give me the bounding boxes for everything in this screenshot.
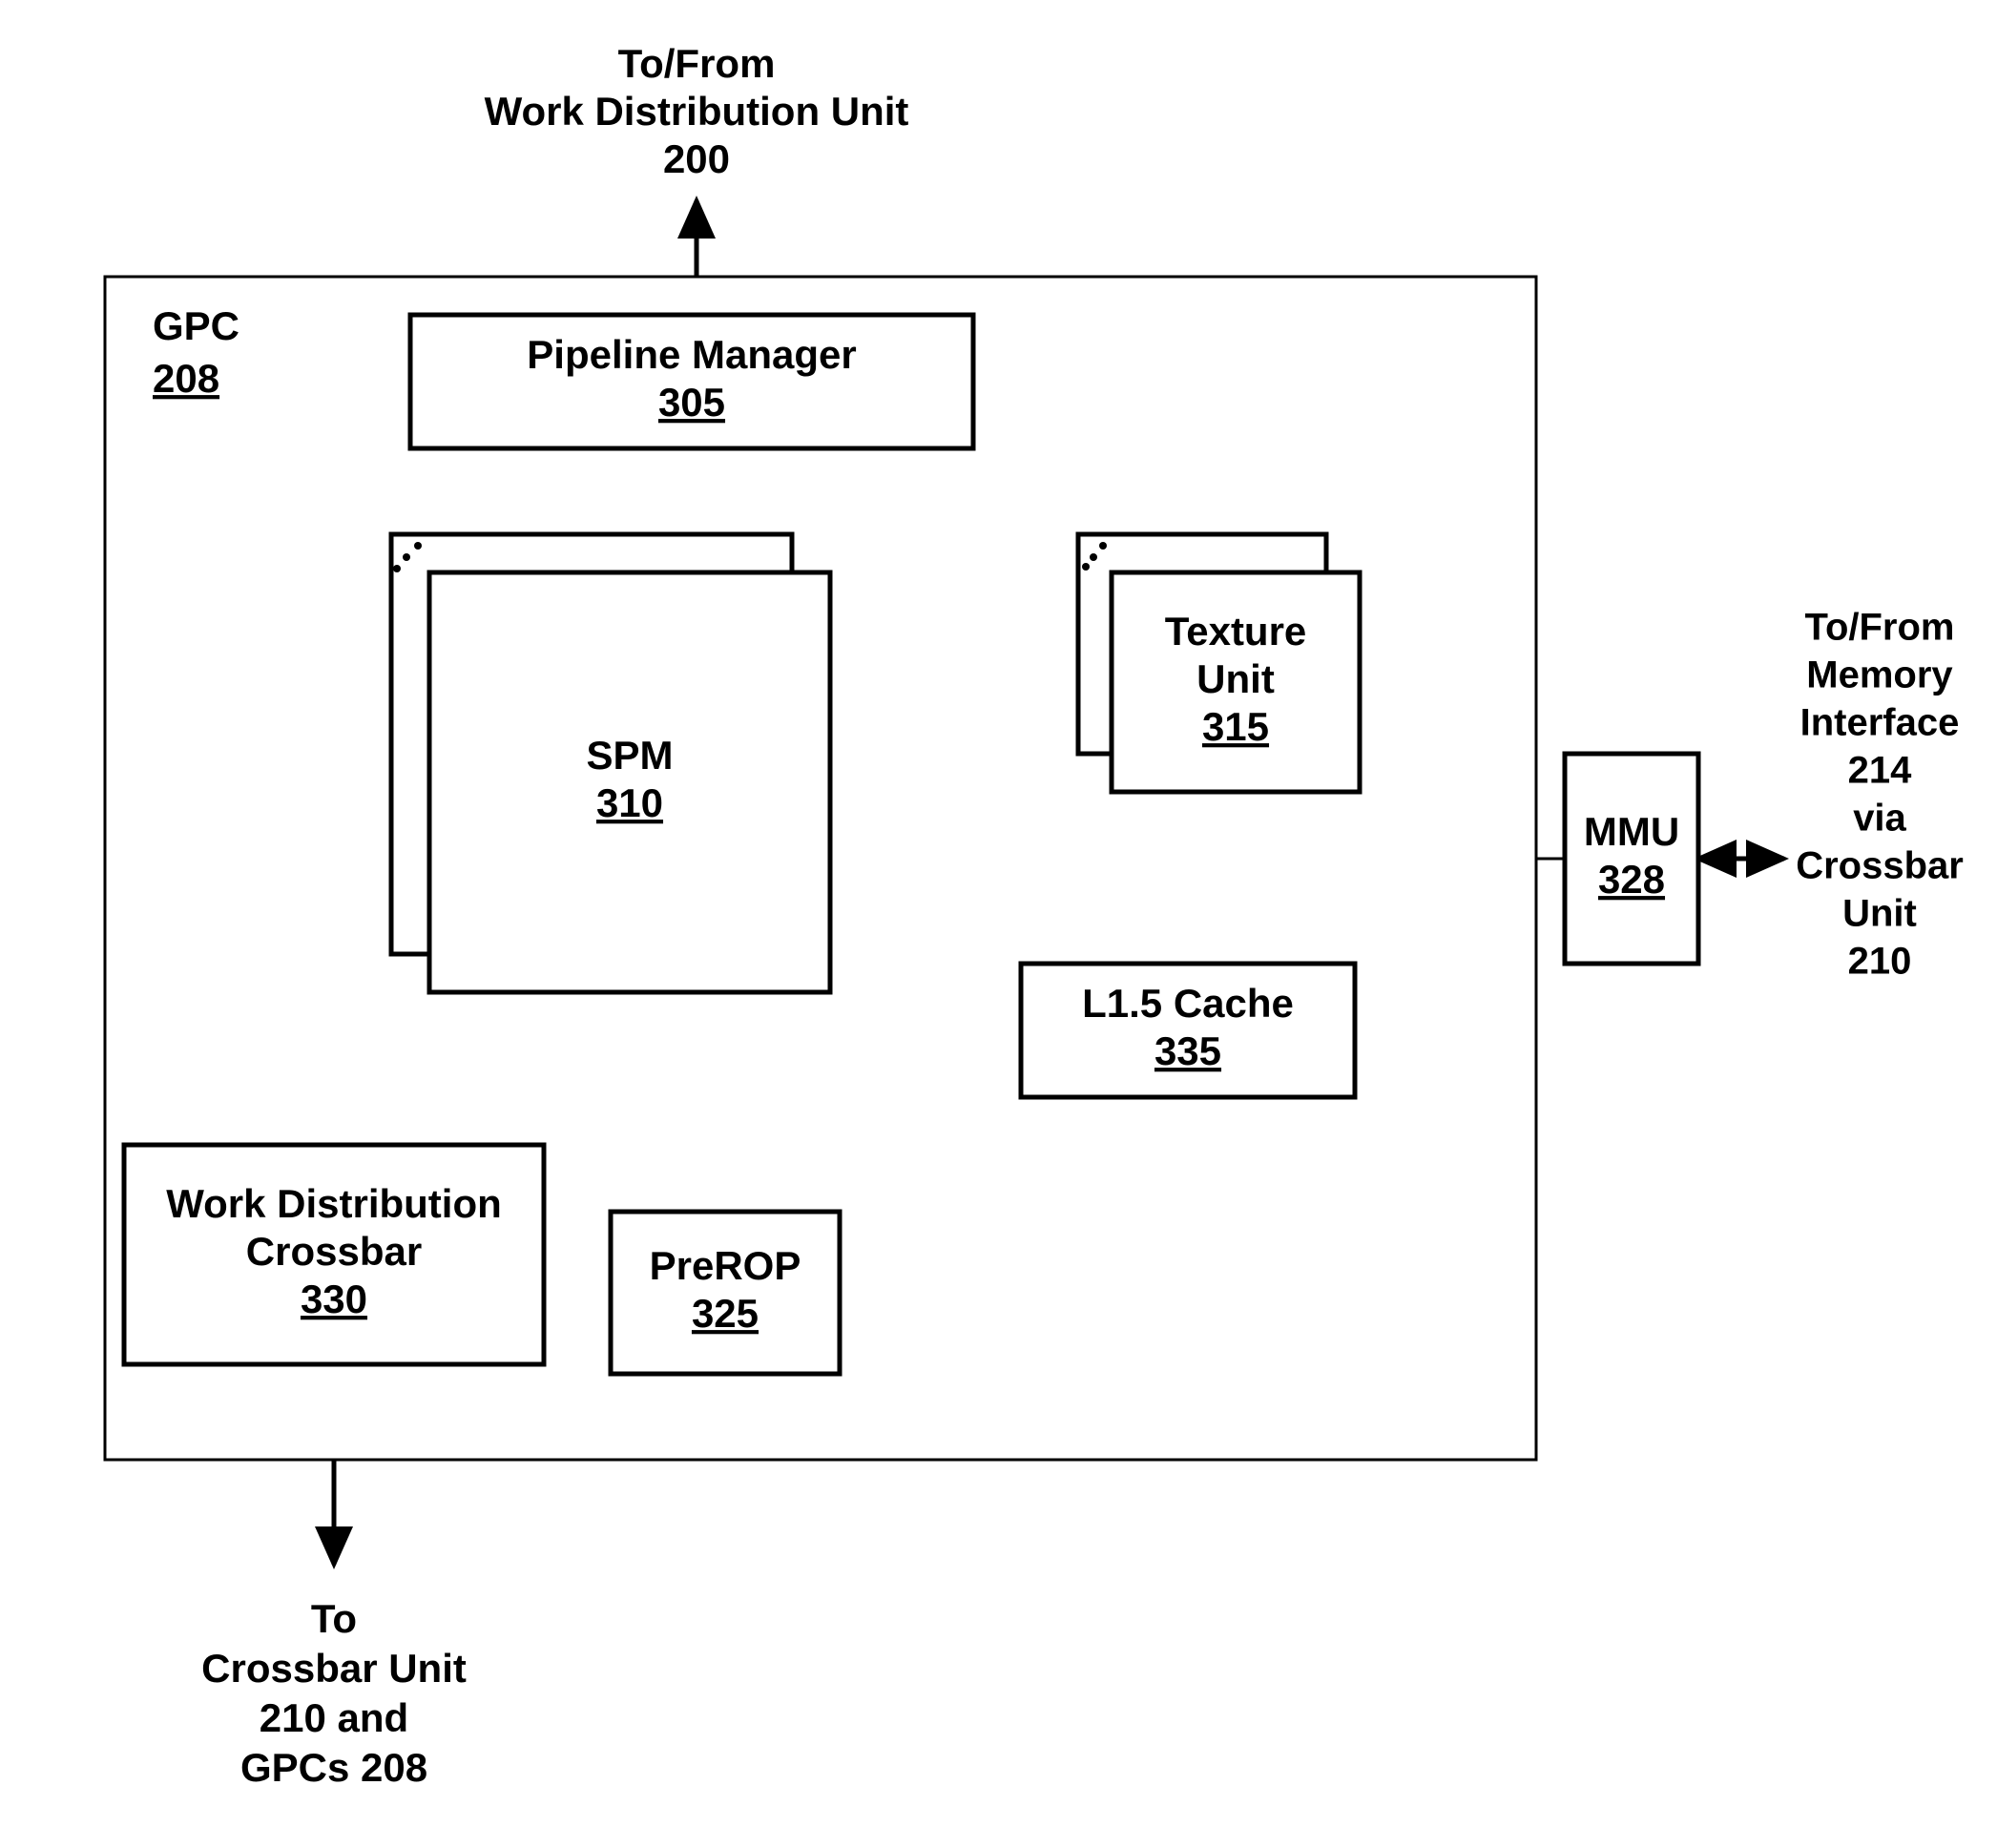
text-27: Unit [1196, 656, 1275, 701]
text-51: To/From [1804, 607, 1954, 649]
text-16: 208 [153, 356, 219, 401]
text-30: L1.5 Cache [1082, 981, 1294, 1026]
text-56: Crossbar [1796, 845, 1964, 887]
text-53: Interface [1800, 702, 1960, 744]
text-54: 214 [1848, 750, 1912, 792]
text-24: 310 [596, 780, 663, 825]
text-28: 315 [1202, 704, 1269, 749]
text-55: via [1853, 798, 1906, 840]
text-58: 210 [1848, 941, 1912, 983]
circle-42 [414, 542, 422, 550]
text-38: 330 [301, 1277, 367, 1321]
text-26: Texture [1165, 609, 1307, 654]
text-37: Crossbar [246, 1229, 422, 1274]
text-48: To/From [618, 41, 776, 86]
text-41: 325 [692, 1291, 759, 1336]
text-31: 335 [1155, 1028, 1221, 1073]
text-59: To [311, 1596, 357, 1641]
text-62: GPCs 208 [240, 1745, 427, 1790]
text-40: PreROP [650, 1243, 801, 1288]
text-21: 305 [658, 380, 725, 425]
text-50: 200 [663, 136, 730, 181]
circle-46 [1090, 553, 1097, 561]
text-36: Work Distribution [166, 1181, 502, 1226]
text-23: SPM [586, 733, 673, 778]
text-61: 210 and [260, 1695, 408, 1740]
text-49: Work Distribution Unit [485, 89, 909, 134]
text-52: Memory [1806, 654, 1953, 696]
circle-47 [1082, 563, 1090, 571]
circle-43 [403, 553, 410, 561]
text-33: MMU [1584, 809, 1679, 854]
text-20: Pipeline Manager [527, 332, 856, 377]
text-15: GPC [153, 303, 239, 348]
text-57: Unit [1842, 893, 1917, 935]
text-60: Crossbar Unit [201, 1646, 467, 1691]
circle-45 [1099, 542, 1107, 550]
circle-44 [393, 565, 401, 572]
text-34: 328 [1598, 857, 1665, 902]
